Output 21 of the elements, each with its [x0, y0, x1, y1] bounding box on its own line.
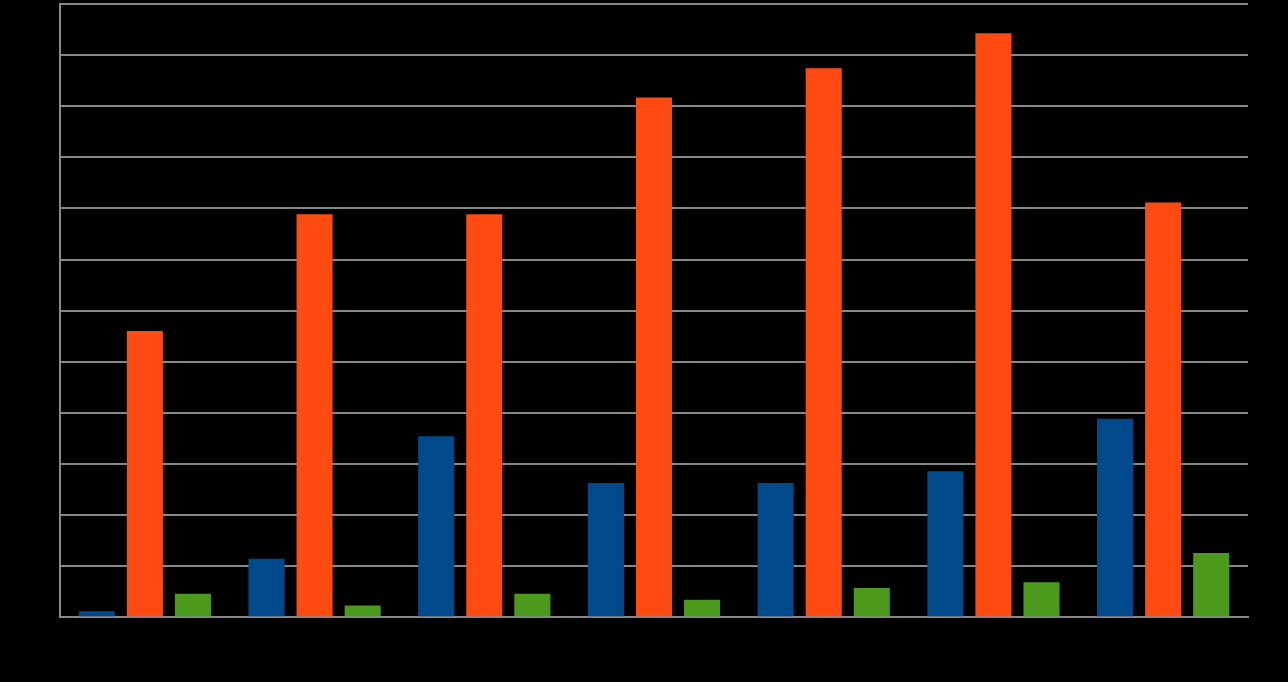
bar: [853, 588, 890, 617]
bar: [684, 599, 721, 617]
bar: [1145, 202, 1182, 617]
bar: [1023, 582, 1060, 617]
bar: [1097, 418, 1134, 617]
bar: [466, 214, 503, 617]
bar: [514, 593, 551, 617]
bar: [418, 436, 455, 617]
bar: [78, 611, 115, 617]
bar: [296, 214, 333, 617]
bar: [344, 605, 381, 617]
bar: [927, 471, 964, 617]
bar: [805, 68, 842, 617]
bar: [174, 593, 211, 617]
bar: [1193, 552, 1230, 617]
bar: [757, 482, 794, 617]
bar: [587, 482, 624, 617]
bar: [248, 558, 285, 617]
bar: [975, 33, 1012, 617]
bar: [635, 97, 673, 617]
bar: [126, 331, 163, 617]
